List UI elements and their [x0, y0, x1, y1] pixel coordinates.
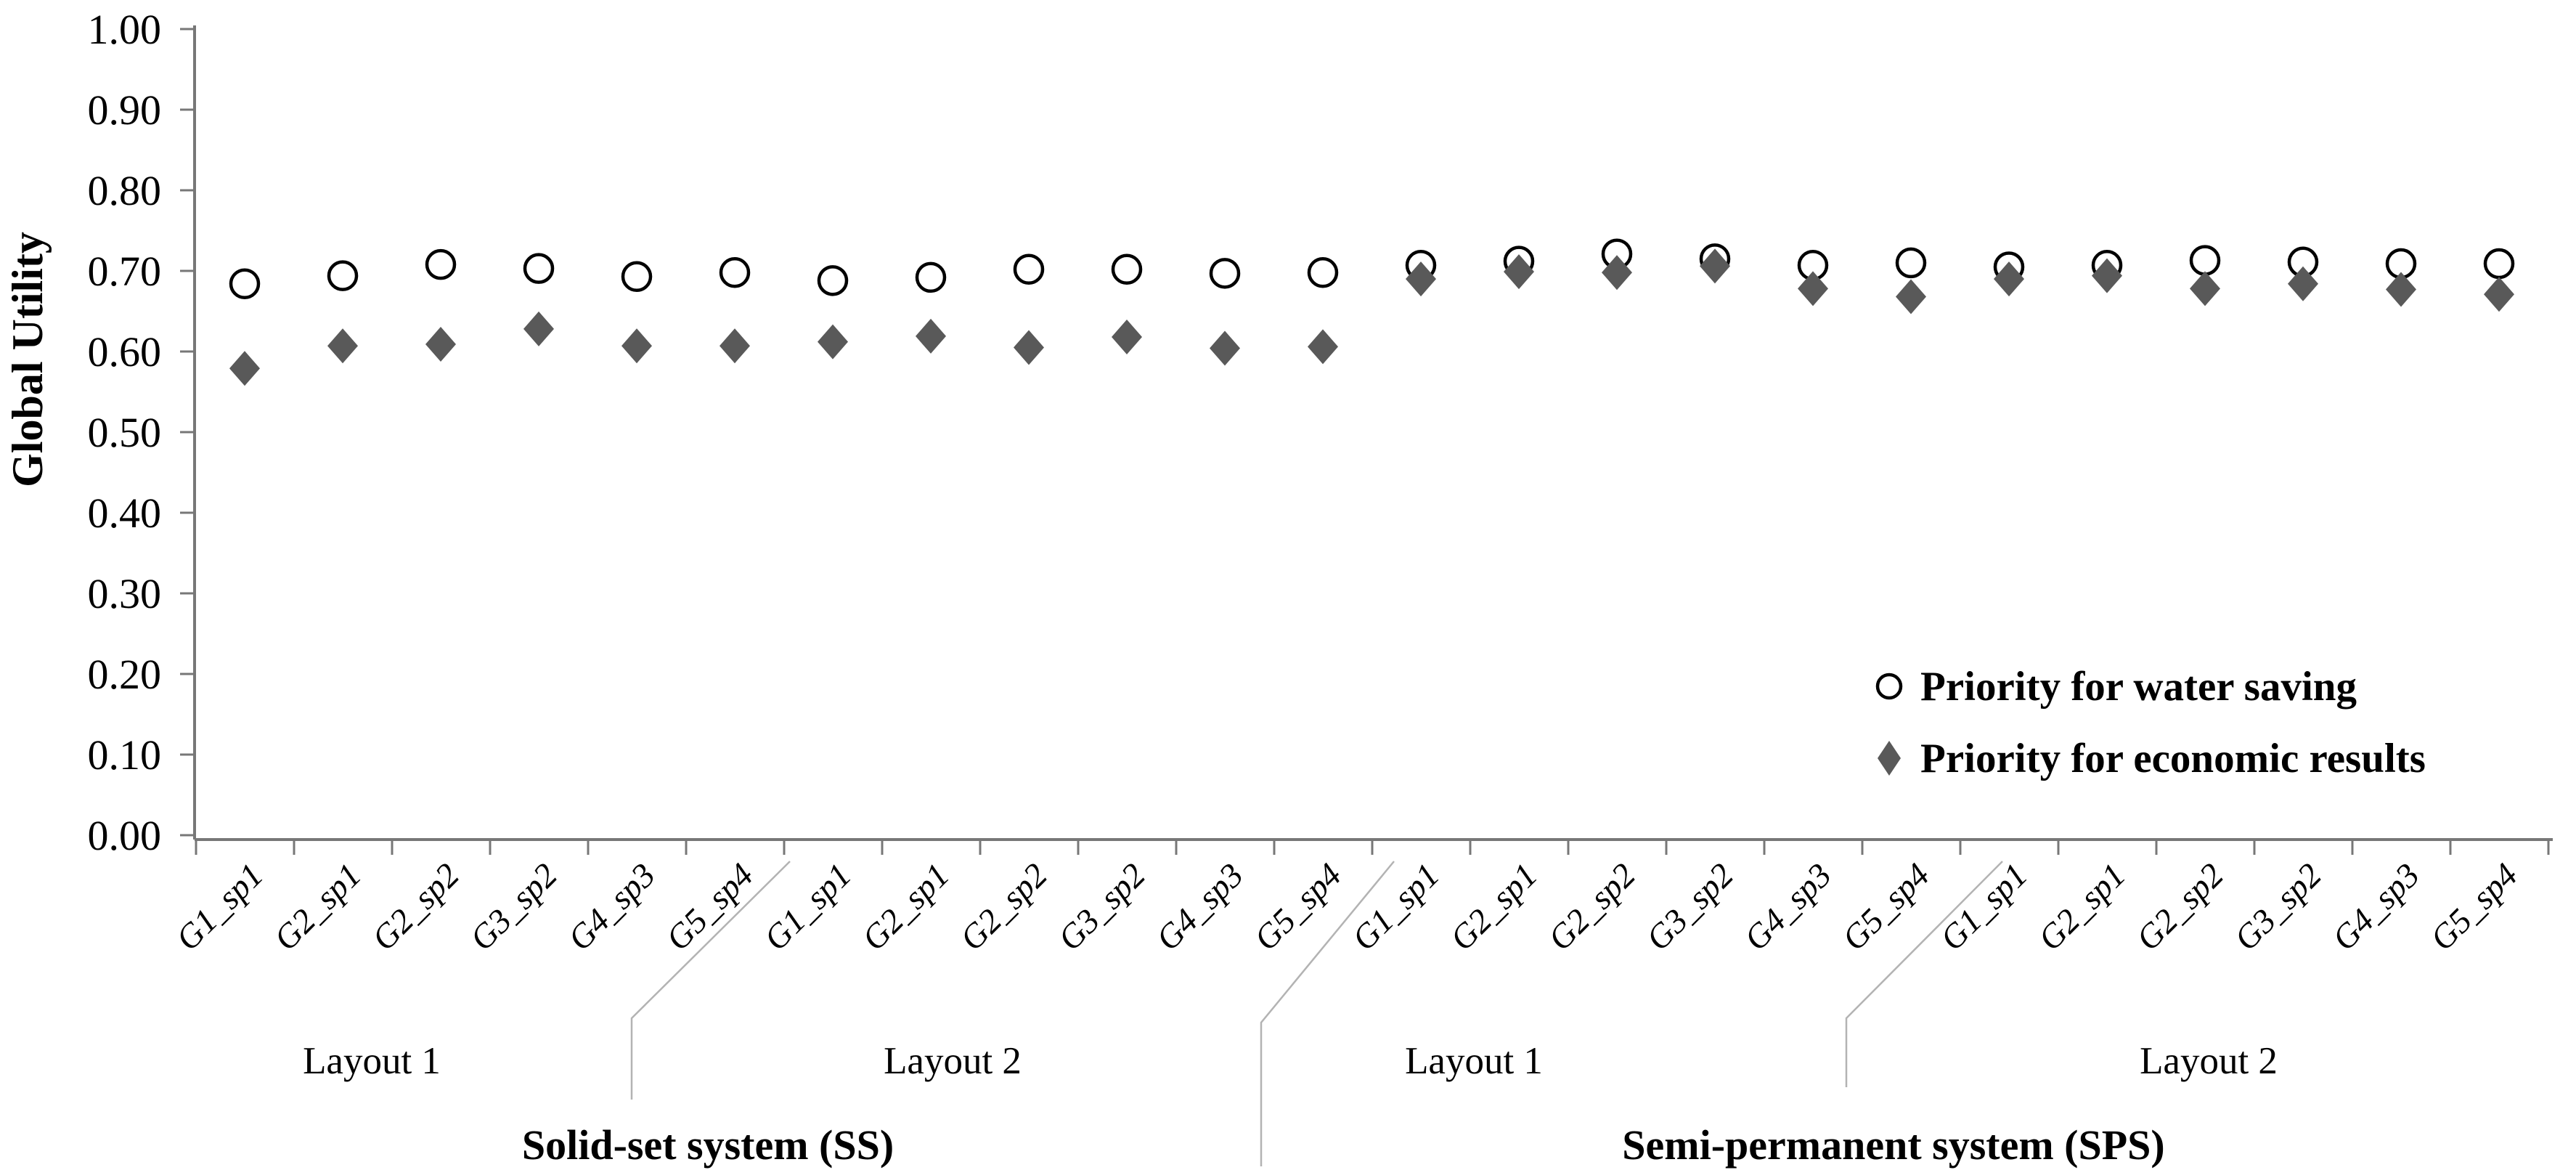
- point-water-saving: [621, 261, 653, 293]
- point-water-saving: [327, 260, 359, 291]
- category-label: G2_sp1: [1443, 856, 1545, 958]
- point-water-saving: [2483, 248, 2515, 280]
- category-label: G2_sp1: [855, 856, 957, 958]
- point-economic-results: [1896, 279, 1926, 314]
- point-water-saving: [1111, 253, 1143, 285]
- point-economic-results: [1308, 329, 1338, 365]
- group-label-sps-layout2: Layout 2: [2140, 1040, 2278, 1082]
- category-label: G2_sp2: [2129, 856, 2231, 958]
- y-tick-label: 0.90: [88, 86, 162, 134]
- category-label: G2_sp1: [267, 856, 369, 958]
- category-label: G1_sp1: [169, 856, 271, 958]
- x-axis-ticks: [195, 840, 2550, 855]
- y-tick-label: 0.20: [88, 651, 162, 698]
- point-economic-results: [1406, 261, 1436, 297]
- legend: Priority for water saving Priority for e…: [1875, 664, 2426, 781]
- point-economic-results: [229, 351, 260, 386]
- point-economic-results: [818, 324, 848, 359]
- point-water-saving: [719, 256, 751, 288]
- category-label: G5_sp4: [2424, 856, 2525, 958]
- point-water-saving: [1895, 247, 1927, 279]
- point-water-saving: [2189, 245, 2221, 276]
- point-economic-results: [2092, 258, 2122, 293]
- point-economic-results: [1798, 271, 1828, 306]
- point-economic-results: [1014, 330, 1044, 365]
- point-economic-results: [916, 318, 946, 354]
- point-economic-results: [1700, 248, 1730, 284]
- point-economic-results: [2190, 271, 2220, 306]
- y-tick-label: 0.80: [88, 167, 162, 214]
- group-label-ss-layout2: Layout 2: [884, 1040, 1022, 1082]
- category-label: G2_sp1: [2031, 856, 2133, 958]
- point-economic-results: [621, 328, 652, 364]
- point-water-saving: [1209, 258, 1241, 289]
- category-label: G2_sp2: [953, 856, 1055, 958]
- legend-diamond-marker-icon: [1878, 741, 1901, 776]
- point-economic-results: [2484, 277, 2514, 312]
- category-label: G3_sp2: [1639, 856, 1741, 958]
- category-label: G1_sp1: [757, 856, 859, 958]
- y-tick-label: 0.00: [88, 812, 162, 859]
- x-category-labels: G1_sp1G2_sp1G2_sp2G3_sp2G4_sp3G5_sp4G1_s…: [169, 856, 2525, 958]
- y-tick-label: 0.70: [88, 248, 162, 295]
- point-economic-results: [2386, 272, 2416, 307]
- point-economic-results: [425, 327, 456, 362]
- group-label-sps-layout1: Layout 1: [1405, 1040, 1543, 1082]
- point-economic-results: [1994, 261, 2024, 297]
- y-tick-label: 0.30: [88, 570, 162, 617]
- y-axis-title: Global Utility: [4, 232, 52, 487]
- y-tick-label: 0.60: [88, 328, 162, 375]
- y-tick-label: 0.40: [88, 489, 162, 537]
- point-economic-results: [1602, 255, 1632, 291]
- y-tick-label: 1.00: [88, 6, 162, 53]
- category-label: G3_sp2: [463, 856, 565, 958]
- category-label: G4_sp3: [1149, 856, 1251, 958]
- point-water-saving: [915, 261, 947, 293]
- category-label: G5_sp4: [1247, 856, 1349, 958]
- point-economic-results: [1504, 254, 1534, 290]
- system-label-semi-permanent: Semi-permanent system (SPS): [1622, 1121, 2164, 1169]
- point-economic-results: [720, 328, 750, 364]
- point-economic-results: [2288, 266, 2318, 301]
- category-label: G3_sp2: [2227, 856, 2329, 958]
- system-label-solid-set: Solid-set system (SS): [522, 1121, 894, 1169]
- point-water-saving: [1013, 253, 1045, 285]
- group-separator: [1845, 861, 2003, 1087]
- category-label: G2_sp2: [1541, 856, 1643, 958]
- y-axis-ticks: 0.00 0.10 0.20 0.30 0.40 0.50 0.60 0.70 0.80 0.90…: [88, 6, 195, 859]
- legend-label-economic-results: Priority for economic results: [1920, 736, 2426, 781]
- category-label: G1_sp1: [1933, 856, 2035, 958]
- category-label: G1_sp1: [1345, 856, 1447, 958]
- y-tick-label: 0.50: [88, 409, 162, 456]
- category-label: G5_sp4: [659, 856, 761, 958]
- group-separator: [1260, 861, 1395, 1166]
- category-label: G4_sp3: [1737, 856, 1839, 958]
- point-economic-results: [327, 328, 358, 364]
- category-label: G4_sp3: [561, 856, 663, 958]
- point-water-saving: [425, 248, 457, 280]
- group-separator: [630, 861, 791, 1100]
- legend-label-water-saving: Priority for water saving: [1920, 664, 2357, 710]
- point-water-saving: [523, 253, 555, 284]
- data-points: [229, 238, 2515, 386]
- category-label: G4_sp3: [2326, 856, 2427, 958]
- point-water-saving: [1307, 256, 1339, 288]
- point-water-saving: [229, 268, 261, 300]
- legend-circle-marker-icon: [1875, 673, 1903, 700]
- point-economic-results: [1210, 330, 1240, 366]
- y-tick-label: 0.10: [88, 731, 162, 779]
- category-label: G2_sp2: [365, 856, 467, 958]
- category-label: G3_sp2: [1051, 856, 1153, 958]
- group-label-ss-layout1: Layout 1: [303, 1040, 441, 1082]
- point-economic-results: [1112, 320, 1142, 355]
- point-water-saving: [817, 265, 849, 296]
- point-economic-results: [523, 311, 554, 346]
